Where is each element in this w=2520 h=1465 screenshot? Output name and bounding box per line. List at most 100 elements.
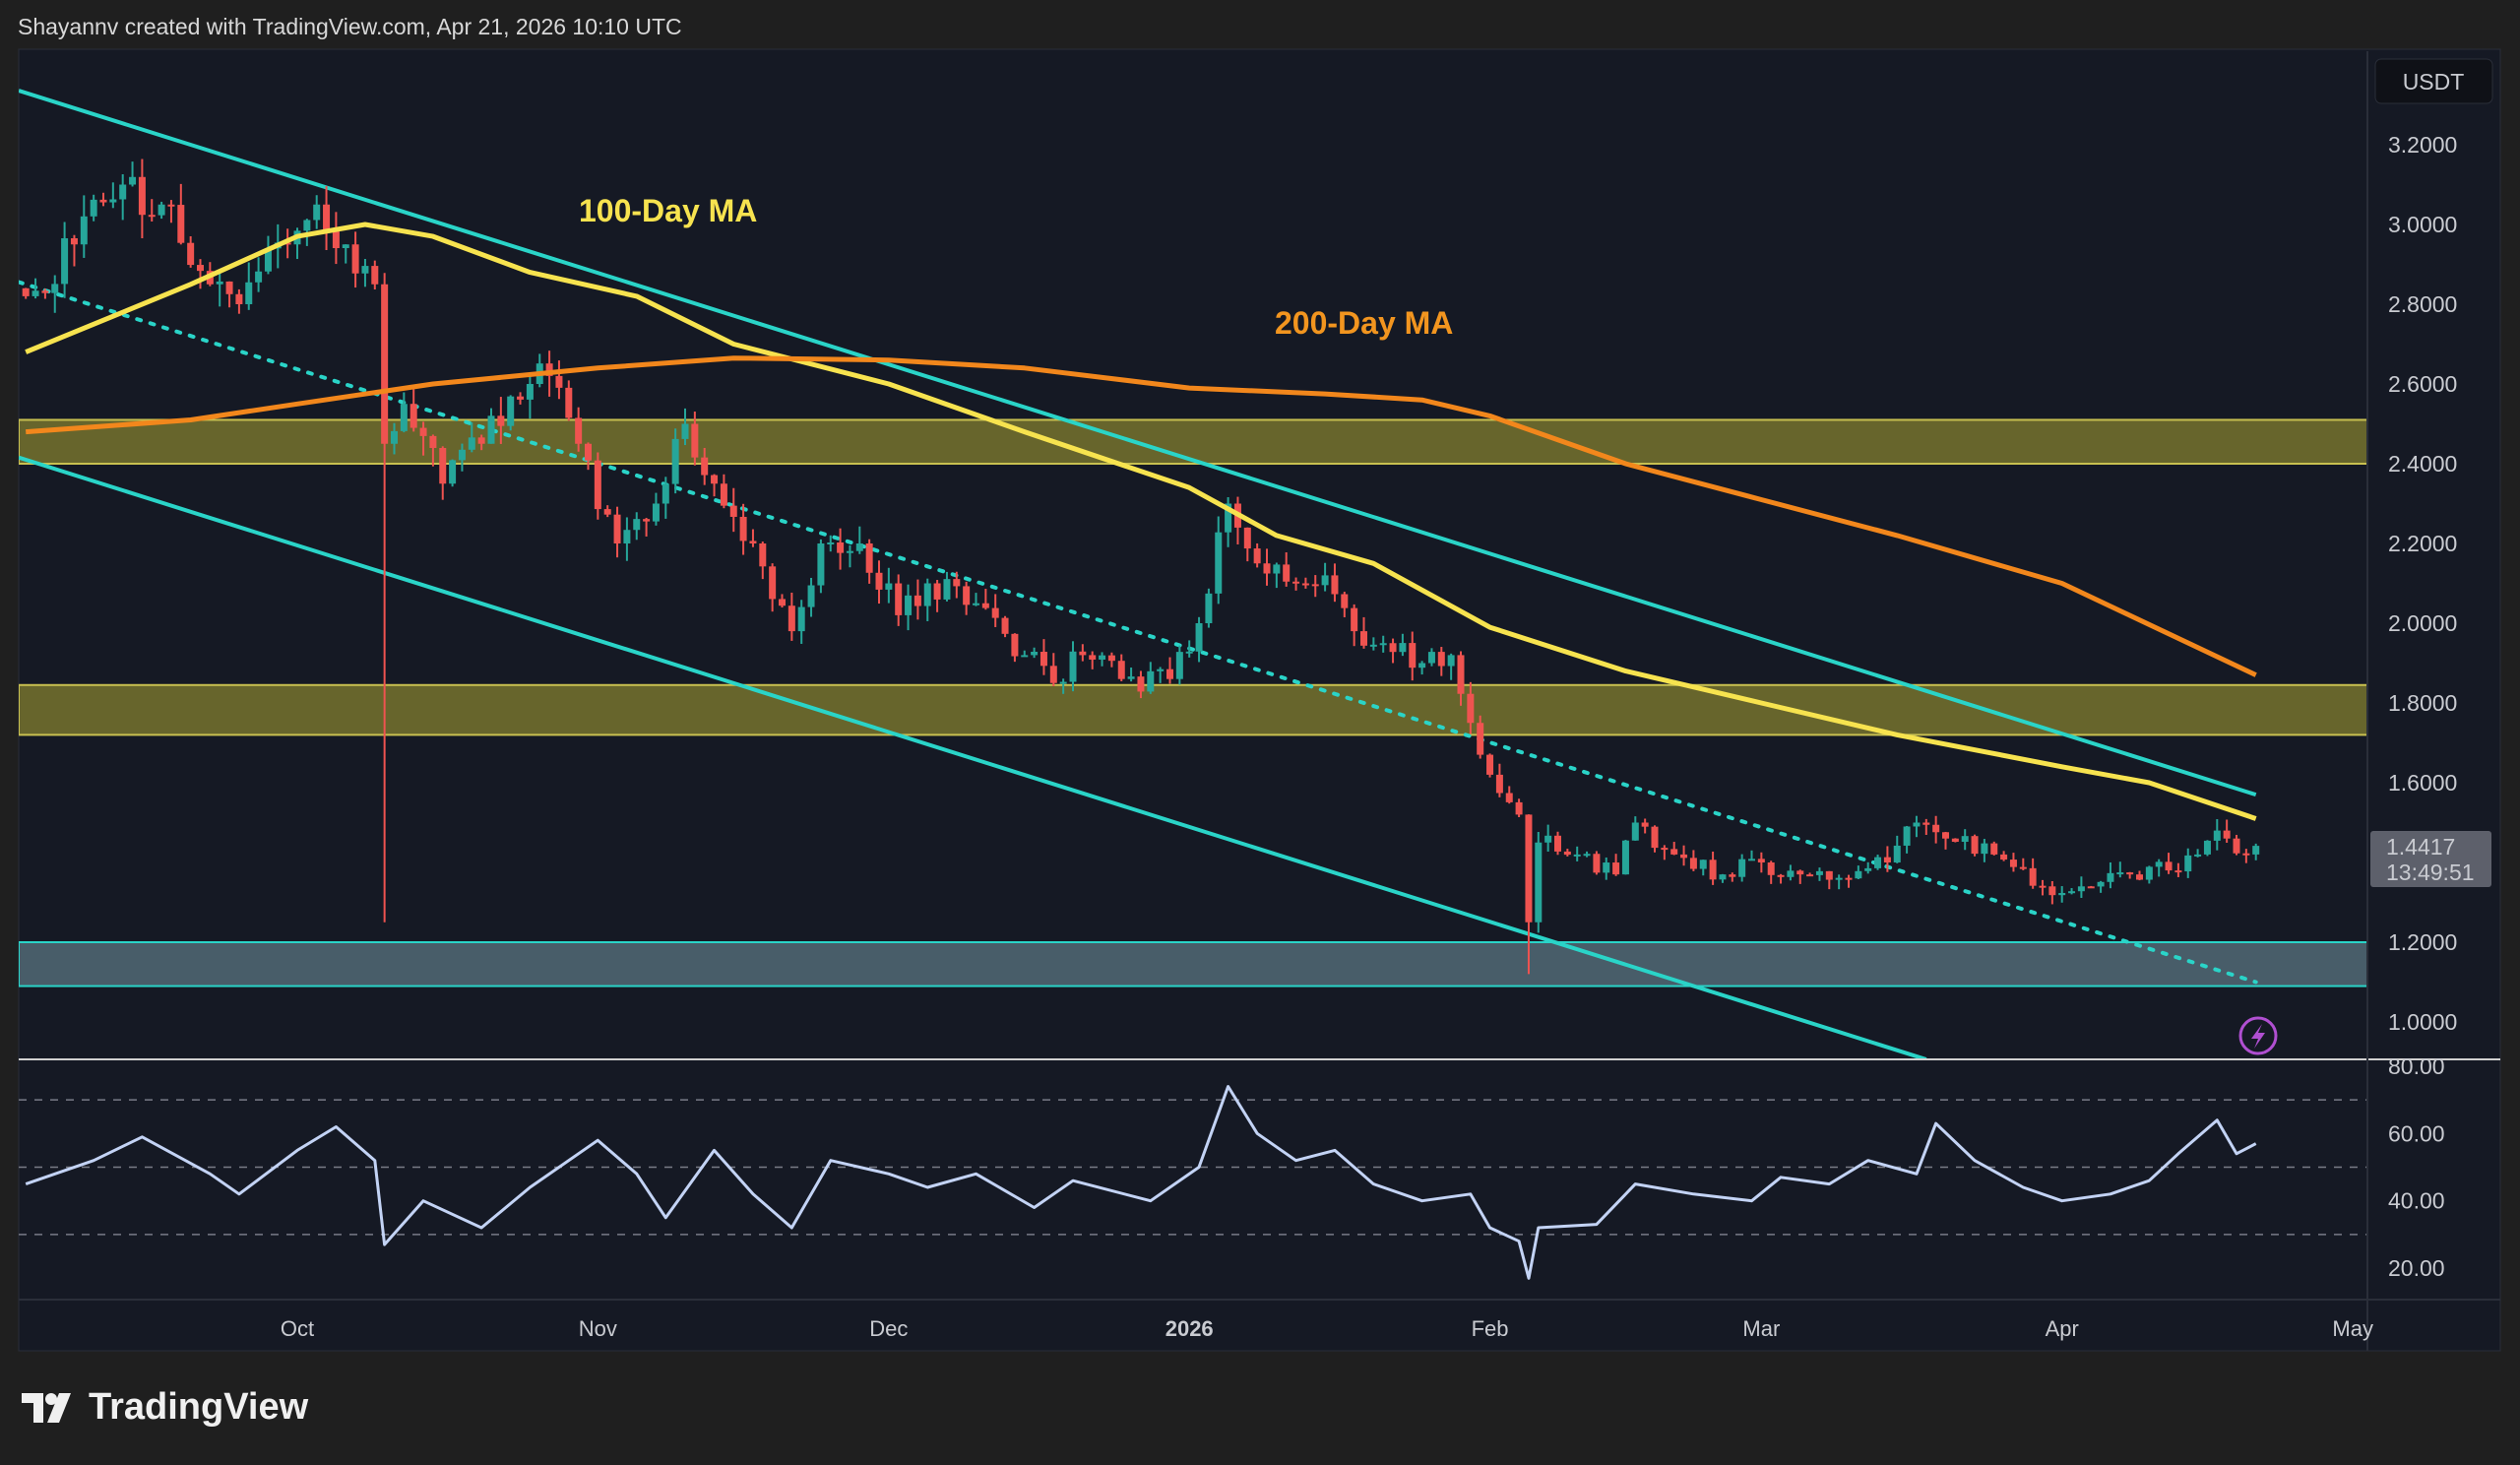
- candle: [477, 434, 485, 451]
- candle-body: [225, 281, 233, 294]
- candle-body: [22, 287, 30, 296]
- candle-body: [1951, 838, 1959, 843]
- candle-body: [1301, 583, 1309, 586]
- time-tick-label: Apr: [2046, 1316, 2079, 1341]
- candle-body: [1099, 655, 1106, 660]
- price-pane[interactable]: [19, 89, 2367, 1059]
- candle-body: [1515, 801, 1523, 815]
- candle: [1389, 638, 1397, 664]
- candle: [1292, 577, 1300, 591]
- price-axis[interactable]: 3.2000 3.0000 2.8000 2.6000 2.4000 2.2000 2.00…: [2388, 132, 2457, 1035]
- price-tick-label: 1.2000: [2388, 929, 2457, 955]
- candle-body: [1544, 835, 1552, 843]
- time-tick-label: Dec: [869, 1316, 908, 1341]
- candle: [1621, 840, 1629, 875]
- candle: [797, 600, 805, 644]
- candle-body: [1554, 835, 1561, 852]
- candle-body: [1486, 754, 1494, 775]
- candle: [1457, 651, 1465, 706]
- candle-body: [817, 543, 825, 586]
- candle: [1583, 851, 1591, 858]
- candle-body: [1748, 859, 1755, 861]
- candle-body: [1981, 843, 1988, 855]
- candle-body: [1205, 593, 1213, 623]
- candle: [1069, 641, 1077, 692]
- lightning-icon[interactable]: [2238, 1016, 2278, 1055]
- candle: [70, 234, 78, 267]
- candle: [1903, 825, 1911, 854]
- candle: [1263, 548, 1271, 586]
- ma100-annotation: 100-Day MA: [579, 193, 757, 228]
- candle: [225, 281, 233, 308]
- candle-body: [41, 290, 49, 293]
- candle: [1427, 648, 1435, 667]
- candle: [1631, 816, 1639, 841]
- candle-body: [1195, 623, 1203, 652]
- candle-body: [1583, 854, 1591, 857]
- candle-body: [1011, 633, 1019, 657]
- candle-body: [1593, 854, 1601, 873]
- candle-body: [1525, 814, 1533, 923]
- candle-body: [643, 519, 651, 522]
- candle: [1175, 645, 1183, 685]
- time-axis[interactable]: Oct Nov Dec 2026 Feb Mar Apr May: [281, 1316, 2373, 1341]
- logo-text: TradingView: [89, 1386, 309, 1428]
- channel-lower-line: [19, 455, 1927, 1059]
- candle: [1893, 835, 1901, 863]
- candle: [1709, 851, 1717, 885]
- candle: [1253, 542, 1261, 568]
- candle: [817, 539, 825, 594]
- candle: [1815, 867, 1823, 881]
- price-tick-label: 1.8000: [2388, 690, 2457, 716]
- candle: [264, 235, 272, 275]
- candle: [1311, 575, 1319, 598]
- candle-body: [2203, 840, 2211, 855]
- candle: [1777, 873, 1785, 884]
- candle: [32, 278, 39, 299]
- candle: [933, 579, 941, 612]
- price-tick-label: 3.2000: [2388, 132, 2457, 158]
- candle-body: [1631, 822, 1639, 841]
- candle: [1399, 633, 1407, 657]
- rsi-pane[interactable]: [19, 1085, 2367, 1280]
- candle-body: [1049, 666, 1057, 683]
- candle-body: [749, 541, 757, 543]
- candle-body: [1883, 857, 1891, 862]
- tradingview-logo[interactable]: TradingView: [22, 1386, 308, 1429]
- price-tick-label: 1.0000: [2388, 1009, 2457, 1035]
- candle: [1107, 652, 1115, 668]
- candle: [1971, 834, 1979, 857]
- candle: [943, 571, 951, 602]
- candle-body: [1427, 652, 1435, 664]
- candle-body: [1225, 503, 1232, 533]
- candle: [1321, 562, 1329, 592]
- candle-body: [2213, 830, 2221, 841]
- currency-button[interactable]: USDT: [2374, 58, 2493, 104]
- candle-body: [575, 417, 583, 444]
- candle: [739, 503, 747, 555]
- candle-body: [187, 242, 195, 266]
- candle-body: [1913, 822, 1921, 827]
- candle: [342, 244, 349, 264]
- candle-body: [235, 293, 243, 304]
- candle: [2242, 849, 2250, 863]
- candle: [807, 577, 815, 617]
- candle: [1757, 852, 1765, 873]
- candle-body: [351, 244, 359, 274]
- candle-body: [991, 607, 999, 618]
- candle: [391, 422, 398, 455]
- price-tick-label: 3.0000: [2388, 212, 2457, 237]
- time-tick-label: Feb: [1472, 1316, 1509, 1341]
- candle-body: [61, 238, 69, 285]
- candle-body: [138, 176, 146, 216]
- candle-body: [80, 216, 88, 245]
- candle: [1185, 640, 1193, 658]
- candle-body: [1263, 563, 1271, 574]
- rsi-axis[interactable]: 80.00 60.00 40.00 20.00: [2388, 1053, 2445, 1281]
- candle-body: [1389, 643, 1397, 653]
- candle: [1951, 838, 1959, 843]
- candle-body: [691, 423, 699, 458]
- candle: [1922, 818, 1930, 835]
- candle: [419, 421, 427, 456]
